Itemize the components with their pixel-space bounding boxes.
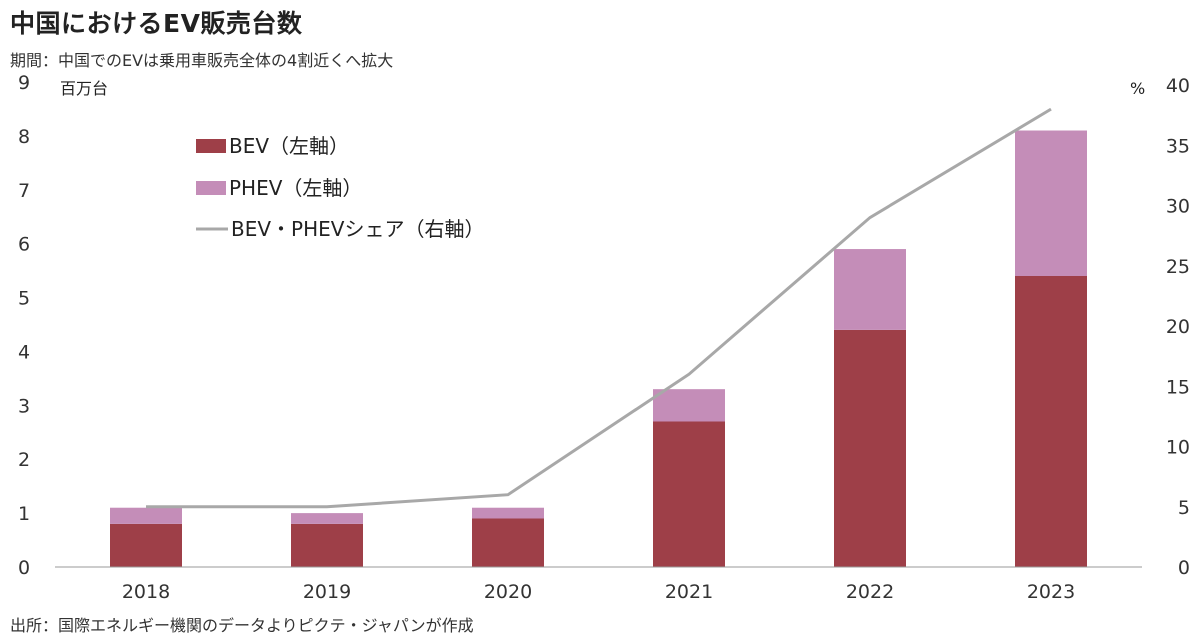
- x-axis: 2018 2019 2020 2021 2022 2023: [122, 581, 1075, 603]
- bar-phev-2020: [472, 507, 544, 519]
- source-note: 出所：国際エネルギー機関のデータよりピクテ・ジャパンが作成: [10, 616, 474, 635]
- legend-phev-label: PHEV（左軸）: [229, 176, 362, 200]
- x-tick-label: 2022: [846, 581, 894, 603]
- y-right-unit: %: [1130, 79, 1145, 98]
- bar-bev-2021: [653, 421, 725, 567]
- chart-title: 中国におけるEV販売台数: [10, 9, 303, 38]
- y-left-tick-label: 7: [18, 180, 30, 202]
- bar-bev-2019: [291, 523, 363, 567]
- bar-series: [110, 130, 1087, 567]
- y-right-tick-label: 40: [1166, 75, 1190, 97]
- bar-bev-2022: [834, 329, 906, 567]
- y-left-tick-label: 6: [18, 234, 30, 256]
- bar-bev-2018: [110, 523, 182, 567]
- x-tick-label: 2020: [484, 581, 532, 603]
- y-right-tick-label: 10: [1166, 437, 1190, 459]
- y-left-tick-label: 3: [18, 395, 30, 417]
- bar-phev-2023: [1015, 130, 1087, 276]
- y-right-tick-label: 30: [1166, 196, 1190, 218]
- bar-phev-2018: [110, 507, 182, 524]
- y-left-axis: 0 1 2 3 4 5 6 7 8 9: [18, 72, 30, 579]
- y-left-tick-label: 8: [18, 126, 30, 148]
- y-left-tick-label: 9: [18, 72, 30, 94]
- x-tick-label: 2019: [303, 581, 351, 603]
- y-right-tick-label: 35: [1166, 135, 1190, 157]
- legend-bev-swatch: [196, 139, 226, 153]
- share-line: [146, 107, 1052, 509]
- bar-phev-2019: [291, 513, 363, 524]
- y-right-axis: 0 5 10 15 20 25 30 35 40: [1166, 75, 1190, 579]
- y-right-tick-label: 15: [1166, 376, 1190, 398]
- y-left-tick-label: 2: [18, 449, 30, 471]
- x-tick-label: 2023: [1027, 581, 1075, 603]
- chart-subtitle: 期間：中国でのEVは乗用車販売全体の4割近くへ拡大: [10, 51, 394, 70]
- bar-bev-2023: [1015, 276, 1087, 567]
- legend-phev-swatch: [196, 181, 226, 195]
- x-tick-label: 2018: [122, 581, 170, 603]
- y-right-tick-label: 5: [1178, 497, 1190, 519]
- y-left-tick-label: 4: [18, 341, 30, 363]
- y-right-tick-label: 25: [1166, 256, 1190, 278]
- y-left-tick-label: 0: [18, 557, 30, 579]
- y-right-tick-label: 0: [1178, 557, 1190, 579]
- y-left-unit: 百万台: [60, 79, 108, 98]
- legend-share-label: BEV・PHEVシェア（右軸）: [231, 217, 484, 241]
- y-left-tick-label: 5: [18, 288, 30, 310]
- legend-bev-label: BEV（左軸）: [229, 134, 349, 158]
- bar-phev-2021: [653, 389, 725, 422]
- x-tick-label: 2021: [665, 581, 713, 603]
- legend: BEV（左軸） PHEV（左軸） BEV・PHEVシェア（右軸）: [196, 134, 484, 241]
- bar-phev-2022: [834, 249, 906, 330]
- bar-bev-2020: [472, 518, 544, 567]
- y-left-tick-label: 1: [18, 503, 30, 525]
- y-right-tick-label: 20: [1166, 316, 1190, 338]
